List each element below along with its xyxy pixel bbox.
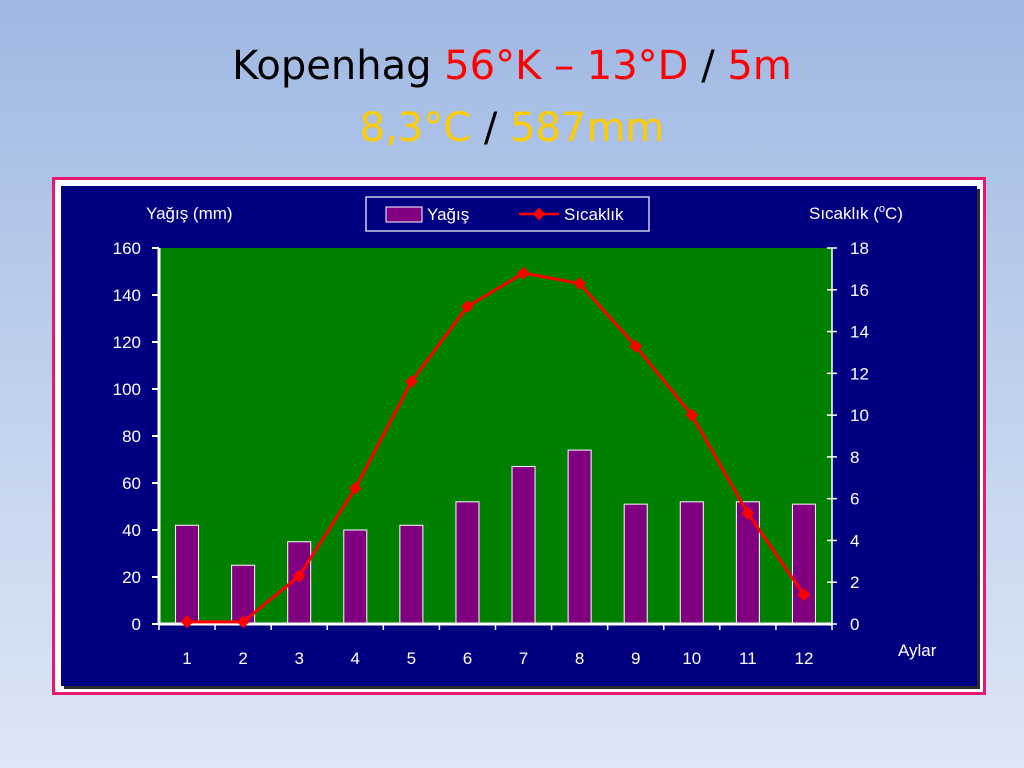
x-axis-label: Aylar xyxy=(898,641,937,660)
y-right-tick-label: 18 xyxy=(850,239,869,258)
precipitation-bar-6 xyxy=(455,501,480,625)
x-tick-label: 8 xyxy=(575,649,584,668)
y-left-tick-label: 100 xyxy=(113,380,141,399)
y-left-tick-label: 120 xyxy=(113,333,141,352)
y-right-tick-label: 2 xyxy=(850,573,859,592)
subtitle-annual-precipitation: 587mm xyxy=(510,105,665,151)
x-tick-label: 7 xyxy=(519,649,528,668)
y-right-tick-label: 16 xyxy=(850,281,869,300)
slide-subtitle: 8,3°C / 587mm xyxy=(0,104,1024,152)
x-tick-label: 2 xyxy=(238,649,247,668)
precipitation-bar-11 xyxy=(735,501,760,625)
legend-bar-swatch xyxy=(385,206,423,223)
legend-box xyxy=(365,196,650,232)
y-left-tick-label: 40 xyxy=(122,521,141,540)
title-separator: / xyxy=(701,43,715,89)
precipitation-bar-4 xyxy=(343,529,368,625)
y-left-tick-label: 20 xyxy=(122,568,141,587)
y-right-tick-label: 12 xyxy=(850,364,869,383)
y-left-tick-label: 0 xyxy=(132,615,141,634)
slide-title: Kopenhag 56°K – 13°D / 5m xyxy=(0,42,1024,90)
y-left-tick-label: 160 xyxy=(113,239,141,258)
subtitle-mean-temperature: 8,3°C xyxy=(359,105,472,151)
y-right-tick-label: 14 xyxy=(850,323,869,342)
precipitation-bar-10 xyxy=(679,501,704,625)
x-tick-label: 5 xyxy=(407,649,416,668)
precipitation-bar-5 xyxy=(399,524,424,625)
temperature-point-4 xyxy=(348,481,362,495)
y-left-tick-label: 140 xyxy=(113,286,141,305)
x-tick-label: 3 xyxy=(294,649,303,668)
x-tick-label: 4 xyxy=(351,649,360,668)
y-right-tick-label: 8 xyxy=(850,448,859,467)
legend-label-temperature: Sıcaklık xyxy=(564,205,624,224)
precipitation-bar-7 xyxy=(511,466,536,625)
y-axis-left-label: Yağış (mm) xyxy=(146,204,233,223)
precipitation-bar-12 xyxy=(791,503,816,625)
x-tick-label: 6 xyxy=(463,649,472,668)
legend: Yağış Sıcaklık xyxy=(365,196,650,232)
subtitle-separator: / xyxy=(483,105,498,151)
temperature-point-2 xyxy=(236,615,250,629)
y-right-tick-label: 0 xyxy=(850,615,859,634)
x-tick-label: 9 xyxy=(631,649,640,668)
x-tick-label: 10 xyxy=(682,649,701,668)
legend-label-precipitation: Yağış xyxy=(427,205,469,224)
title-elevation: 5m xyxy=(727,43,792,89)
y-right-tick-label: 4 xyxy=(850,531,859,550)
precipitation-bar-9 xyxy=(623,503,648,625)
chart-frame: 0 20 40 60 80 100 120 140 160 0 2 4 6 8 10 12 14 16 18 1 2 3 4… xyxy=(52,177,986,695)
y-right-tick-label: 6 xyxy=(850,490,859,509)
y-axis-right-label: Sıcaklık (oC) xyxy=(809,203,903,223)
x-tick-label: 11 xyxy=(739,649,757,668)
temperature-point-6 xyxy=(461,300,474,313)
x-tick-label: 12 xyxy=(794,649,813,668)
temperature-point-1 xyxy=(180,615,194,629)
chart-panel: 0 20 40 60 80 100 120 140 160 0 2 4 6 8 10 12 14 16 18 1 2 3 4… xyxy=(61,186,977,686)
plot-area xyxy=(159,248,832,624)
y-right-tick-label: 10 xyxy=(850,406,869,425)
temperature-point-5 xyxy=(405,375,418,389)
x-tick-label: 1 xyxy=(182,649,191,668)
y-left-tick-label: 80 xyxy=(122,427,141,446)
y-left-tick-label: 60 xyxy=(122,474,141,493)
title-coordinates: 56°K – 13°D xyxy=(444,43,689,89)
title-city: Kopenhag xyxy=(232,43,432,89)
precipitation-bar-8 xyxy=(567,449,592,625)
temperature-line xyxy=(187,271,806,624)
precipitation-bar-1 xyxy=(175,524,200,625)
